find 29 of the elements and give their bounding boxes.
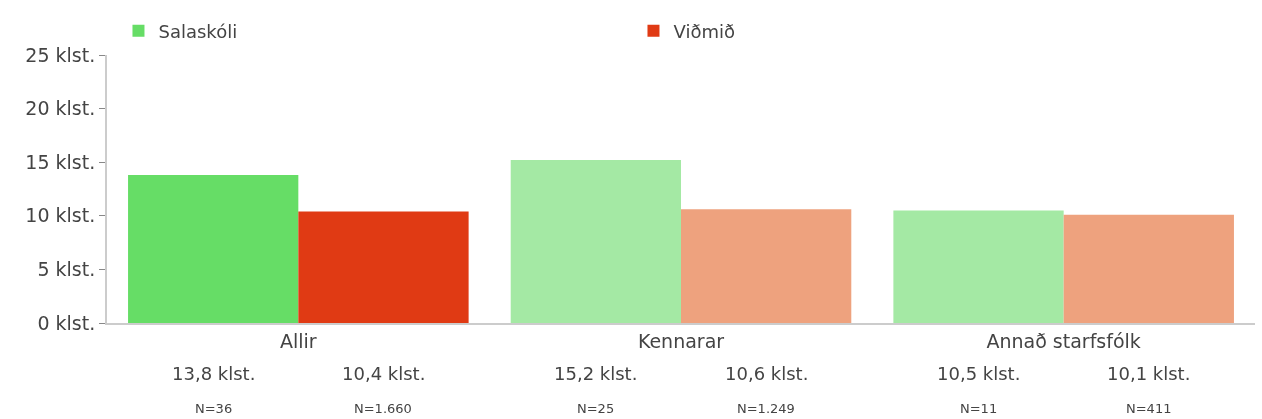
text: N=1.249: [737, 401, 795, 416]
y-tick-label: 10 klst.: [25, 204, 96, 227]
x-tick-label: Allir: [280, 329, 317, 352]
data-label: 10,1 klst.: [1107, 363, 1191, 384]
x-tick-label: Kennarar: [637, 329, 725, 352]
bar: [128, 175, 299, 323]
y-tick-label: 0 klst.: [37, 311, 96, 334]
bar: [893, 210, 1064, 323]
bar: [298, 211, 469, 323]
bar: [510, 160, 681, 323]
data-label: 15,2 klst.: [554, 363, 638, 384]
data-label: 10,4 klst.: [342, 363, 426, 384]
data-label: 13,8 klst.: [172, 363, 256, 384]
legend-label: Salaskóli: [158, 20, 238, 42]
text: N=411: [1126, 401, 1172, 416]
data-label: 10,6 klst.: [725, 363, 809, 384]
text: N=11: [960, 401, 998, 416]
text: N=25: [577, 401, 615, 416]
y-tick-label: 20 klst.: [25, 97, 96, 120]
bar: [681, 209, 852, 323]
text: N=36: [195, 401, 233, 416]
legend-label: Viðmið: [673, 20, 735, 42]
data-label: 10,5 klst.: [937, 363, 1021, 384]
bar: [1063, 214, 1234, 323]
x-tick-label: Annað starfsfólk: [986, 329, 1141, 352]
y-tick-label: 15 klst.: [25, 150, 96, 173]
y-tick-label: 25 klst.: [25, 43, 96, 66]
y-tick-label: 5 klst.: [37, 258, 96, 281]
text: N=1.660: [354, 401, 412, 416]
